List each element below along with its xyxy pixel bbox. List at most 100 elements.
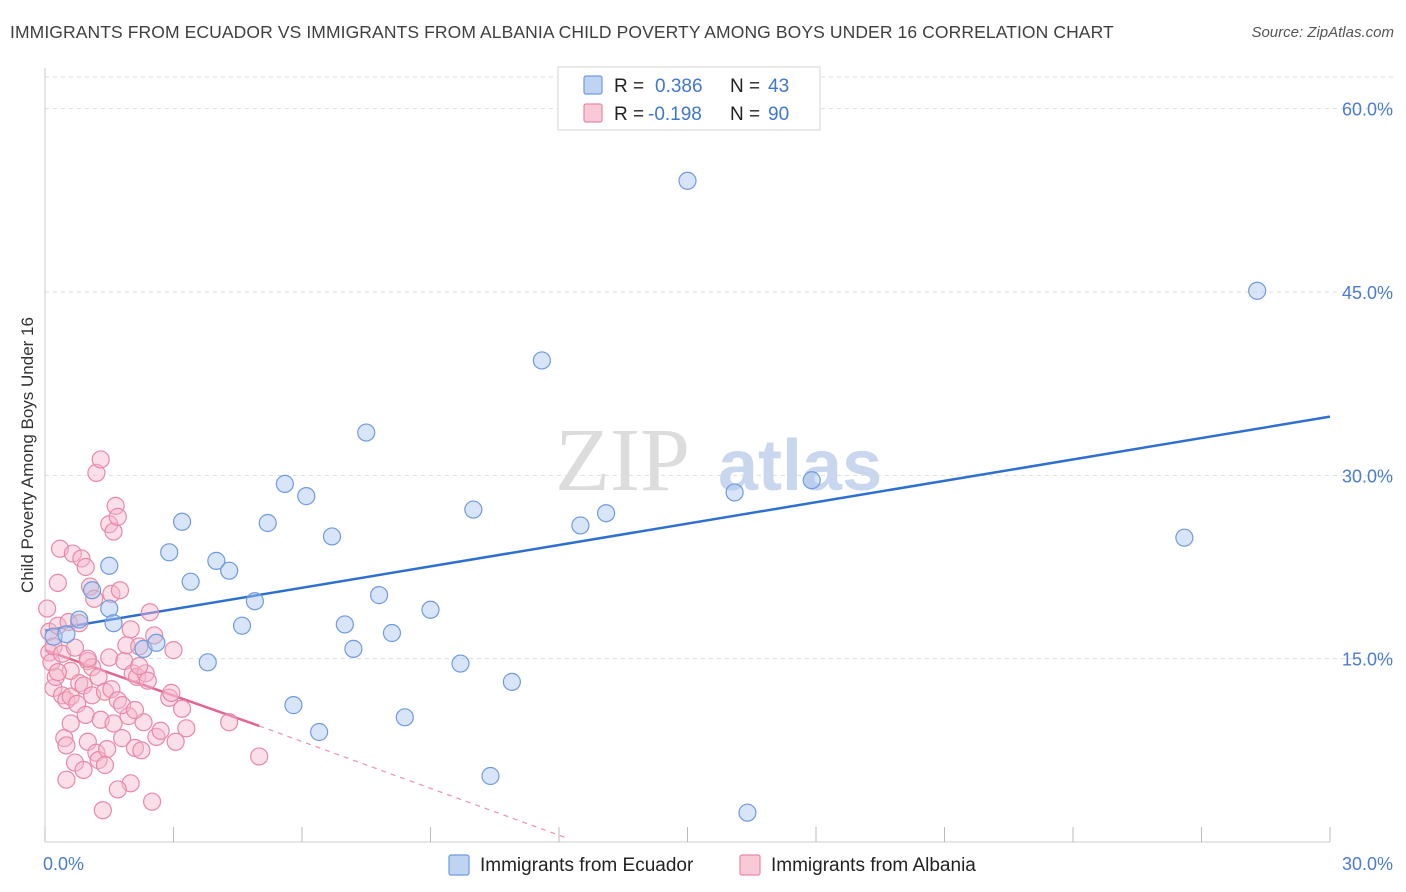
albania-point	[100, 648, 119, 667]
albania-point	[83, 658, 102, 677]
albania-point	[177, 719, 196, 738]
albania-point	[57, 770, 76, 789]
albania-trend-extension	[258, 725, 568, 839]
ecuador-point	[382, 623, 402, 643]
ecuador-point	[245, 592, 264, 611]
albania-point	[145, 626, 164, 645]
correlation-legend: R = 0.386 N = 43 R = -0.198 N = 90	[557, 66, 821, 131]
series-legend-label-albania: Immigrants from Albania	[771, 855, 976, 876]
series-legend-swatch-ecuador	[448, 854, 470, 876]
albania-point	[93, 801, 112, 820]
ecuador-point	[344, 639, 363, 658]
albania-point	[78, 649, 97, 668]
legend-swatch-albania	[583, 103, 603, 123]
legend-r-value-ecuador: 0.386	[655, 76, 703, 97]
data-points	[38, 171, 1267, 822]
albania-point	[136, 664, 155, 683]
albania-point	[106, 496, 125, 515]
albania-point	[102, 680, 121, 699]
albania-point	[110, 581, 130, 600]
albania-point	[125, 700, 145, 720]
legend-r-label-ecuador: R =	[614, 76, 644, 97]
albania-point	[61, 687, 80, 706]
albania-point	[166, 732, 185, 751]
grid-lines	[45, 76, 1393, 660]
watermark: ZIP atlas	[555, 411, 882, 510]
ecuador-point	[451, 654, 470, 673]
ecuador-point	[1175, 528, 1194, 547]
albania-point	[130, 656, 149, 676]
albania-point	[104, 522, 123, 541]
y-tick-label: 15.0%	[1342, 650, 1393, 670]
ecuador-point	[502, 672, 521, 691]
legend-n-value-albania: 90	[768, 104, 789, 125]
ecuador-trend-line	[44, 415, 1331, 632]
ecuador-point	[284, 696, 303, 715]
watermark-atlas: atlas	[718, 426, 882, 506]
legend-n-label-albania: N =	[730, 104, 760, 125]
albania-point	[63, 544, 82, 563]
legend-r-label-albania: R =	[614, 104, 644, 125]
albania-point	[38, 599, 57, 618]
ecuador-point	[335, 615, 354, 634]
axes: 15.0% 30.0% 45.0% 60.0% 0.0% 30.0%	[43, 68, 1393, 874]
albania-point	[95, 755, 115, 775]
albania-point	[140, 603, 160, 622]
albania-point	[74, 760, 93, 779]
ecuador-point	[172, 512, 192, 531]
ecuador-point	[100, 599, 119, 618]
albania-point	[162, 683, 181, 702]
albania-point	[151, 721, 170, 740]
ecuador-point	[421, 600, 440, 619]
ecuador-point	[100, 556, 119, 575]
albania-point	[138, 671, 157, 690]
ecuador-point	[322, 527, 342, 546]
chart-title: IMMIGRANTS FROM ECUADOR VS IMMIGRANTS FR…	[10, 22, 1114, 42]
albania-point	[132, 741, 151, 760]
ecuador-point	[357, 423, 376, 442]
ecuador-point	[198, 653, 217, 672]
legend-swatch-ecuador	[583, 75, 603, 95]
albania-point	[87, 463, 106, 482]
albania-point	[112, 729, 132, 748]
ecuador-point	[571, 516, 590, 535]
ecuador-point	[83, 581, 102, 600]
ecuador-point	[104, 614, 123, 633]
x-tick-label: 0.0%	[43, 854, 84, 874]
albania-point	[220, 713, 239, 732]
ecuador-point	[160, 543, 179, 562]
watermark-zip: ZIP	[555, 411, 690, 510]
legend-r-value-albania: -0.198	[648, 104, 702, 125]
ecuador-point	[57, 625, 76, 644]
albania-point	[91, 450, 110, 469]
ecuador-point	[597, 504, 616, 523]
albania-point	[57, 736, 76, 755]
ecuador-point	[464, 500, 483, 519]
ecuador-point	[532, 351, 551, 370]
source-note: Source: ZipAtlas.com	[1251, 24, 1394, 41]
albania-point	[76, 705, 95, 724]
albania-point	[164, 641, 183, 660]
series-legend: Immigrants from Ecuador Immigrants from …	[448, 854, 976, 876]
ecuador-point	[181, 572, 200, 591]
ecuador-point	[70, 610, 89, 629]
albania-point	[61, 714, 80, 733]
series-legend-label-ecuador: Immigrants from Ecuador	[480, 855, 694, 876]
albania-point	[108, 507, 127, 526]
ecuador-point	[738, 803, 757, 822]
ecuador-point	[802, 471, 821, 490]
albania-point	[76, 557, 95, 577]
legend-n-value-ecuador: 43	[768, 76, 789, 97]
y-axis-label: Child Poverty Among Boys Under 16	[18, 317, 37, 593]
y-tick-label: 45.0%	[1342, 283, 1393, 303]
albania-point	[142, 792, 162, 811]
ecuador-point	[481, 766, 500, 786]
ecuador-point	[395, 708, 414, 727]
ecuador-point	[220, 561, 239, 580]
ecuador-point	[310, 722, 329, 742]
legend-n-label-ecuador: N =	[730, 76, 760, 97]
y-tick-label: 60.0%	[1342, 100, 1393, 120]
y-tick-label: 30.0%	[1342, 466, 1393, 486]
ecuador-point	[1248, 281, 1267, 300]
